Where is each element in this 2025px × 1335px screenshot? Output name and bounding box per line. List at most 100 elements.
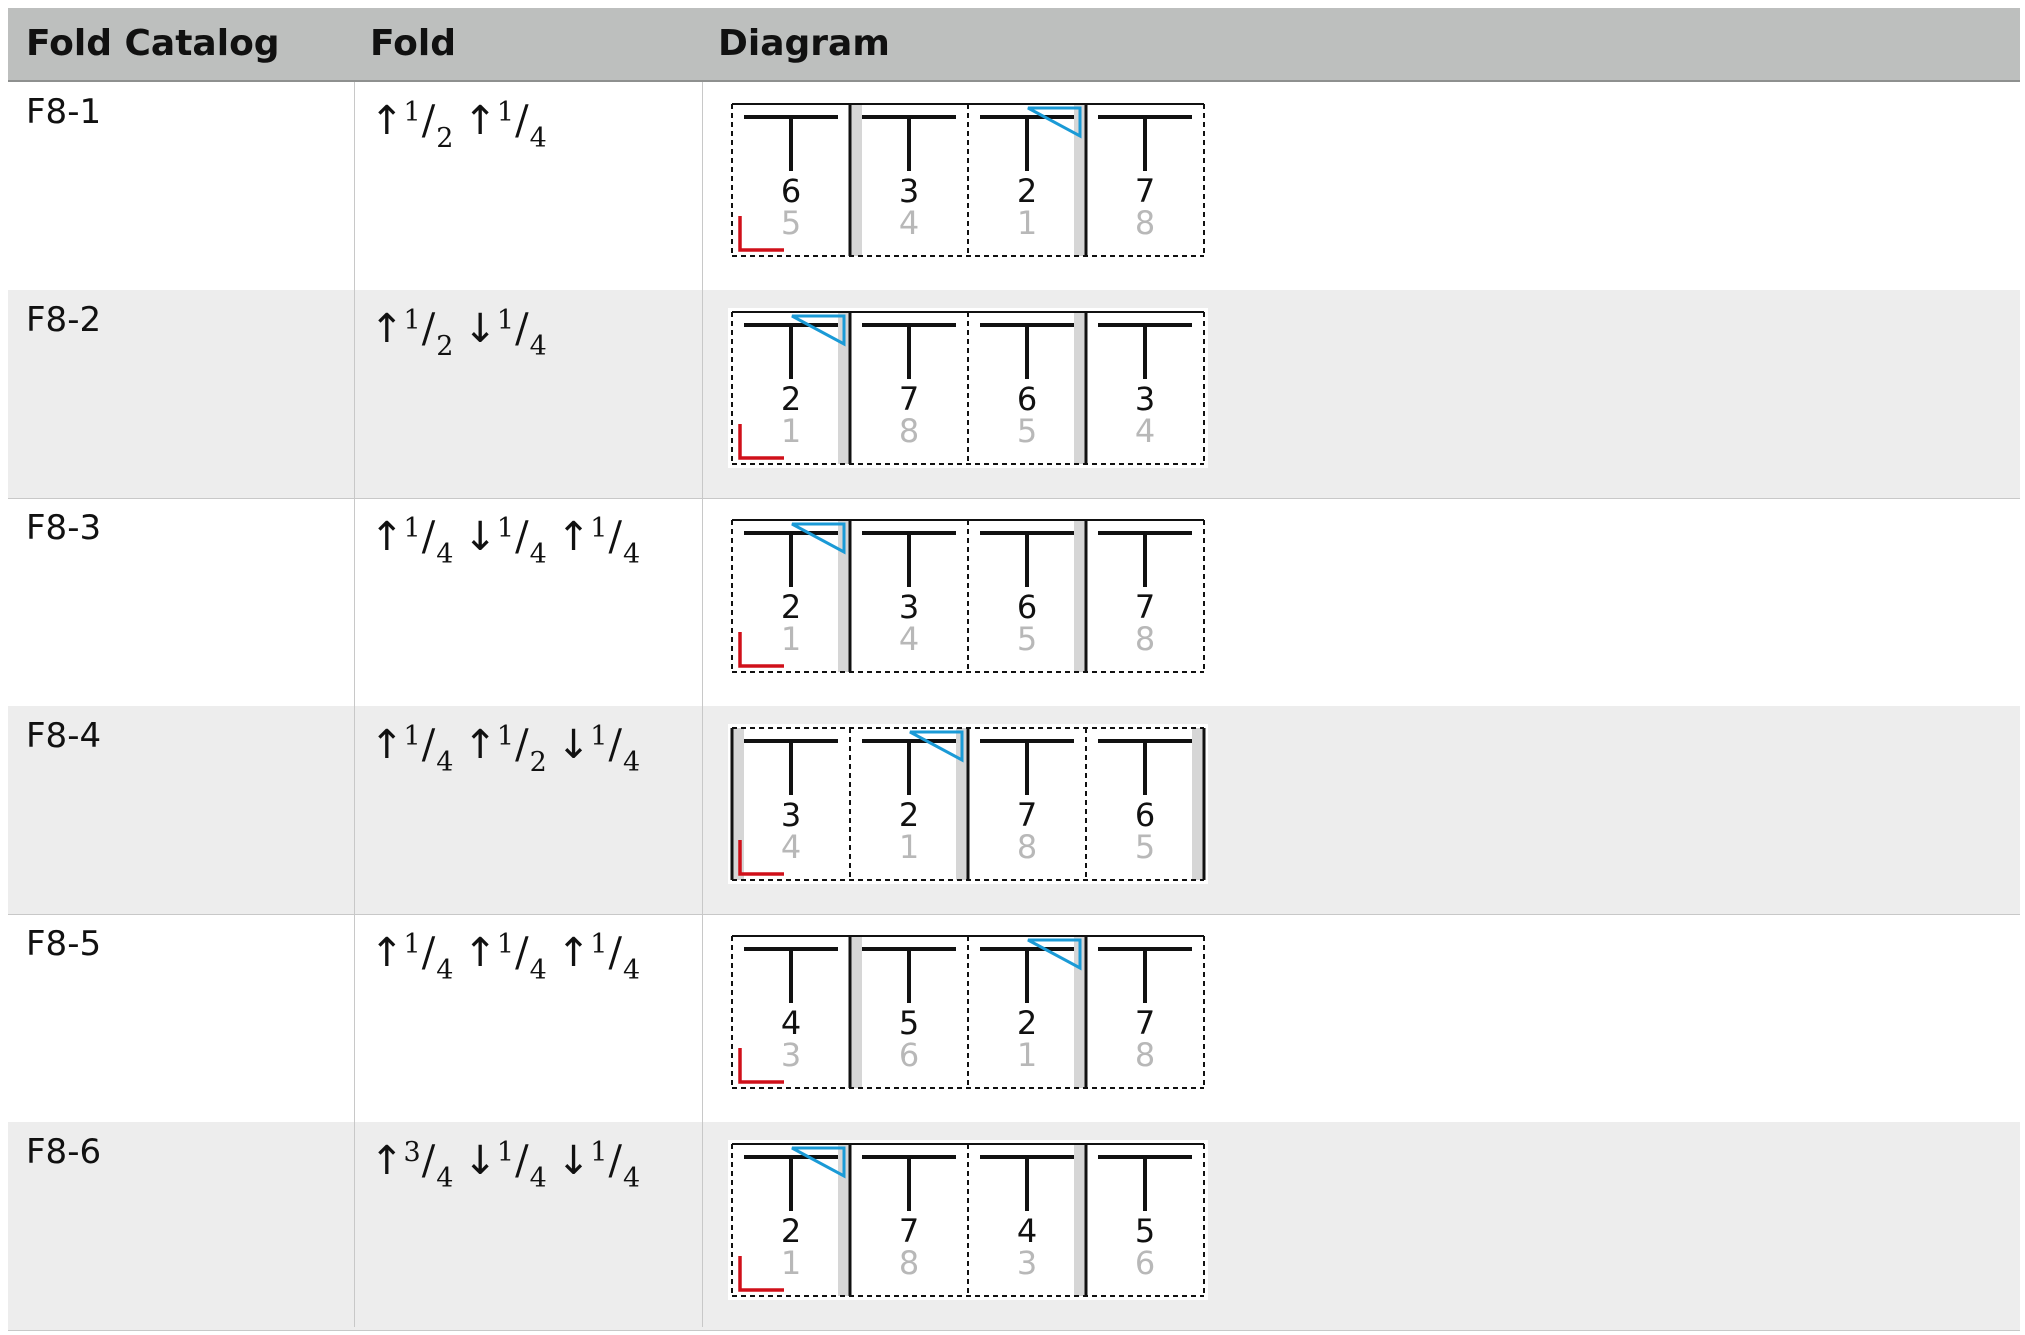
fold-numerator: 1 (590, 929, 608, 960)
table-row: F8-4 ↑1/4 ↑1/2 ↓1/4 3 4 2 1 7 8 6 5 (8, 706, 2020, 915)
page-number-front: 5 (899, 1004, 919, 1042)
fold-shade (850, 936, 862, 1088)
fraction-slash: / (421, 306, 436, 352)
fold-numerator: 1 (403, 97, 421, 128)
fold-denominator: 2 (436, 331, 454, 362)
table-row: F8-2 ↑1/2 ↓1/4 2 1 7 8 6 5 3 4 (8, 290, 2020, 499)
fraction-slash: / (515, 930, 529, 976)
first-page-marker-icon (791, 522, 846, 555)
fold-sequence: ↑1/4 ↑1/2 ↓1/4 (370, 721, 650, 778)
arrow-up-icon: ↑ (370, 1138, 404, 1184)
fold-denominator: 4 (436, 747, 454, 778)
fold-denominator: 2 (529, 747, 547, 778)
page-number-back: 1 (781, 412, 801, 450)
fold-numerator: 1 (590, 513, 608, 544)
column-divider (702, 82, 703, 1327)
fraction-slash: / (421, 98, 436, 144)
fold-step: ↓1/4 (463, 513, 546, 570)
fold-shade (1192, 728, 1204, 880)
table-row: F8-6 ↑3/4 ↓1/4 ↓1/4 2 1 7 8 4 3 5 6 (8, 1122, 2020, 1331)
arrow-down-icon: ↓ (463, 514, 497, 560)
arrow-up-icon: ↑ (370, 98, 404, 144)
fold-sequence: ↑3/4 ↓1/4 ↓1/4 (370, 1137, 650, 1194)
fold-step: ↑1/4 (463, 929, 546, 986)
fold-denominator: 4 (529, 955, 547, 986)
page-number-back: 5 (1017, 620, 1037, 658)
fraction-slash: / (421, 1138, 436, 1184)
fold-shade (1074, 312, 1086, 464)
first-page-marker-icon (1027, 106, 1082, 139)
page-number-back: 5 (781, 204, 801, 242)
page-number-back: 3 (781, 1036, 801, 1074)
page-number-front: 7 (1017, 796, 1037, 834)
table-header: Fold Catalog Fold Diagram (8, 8, 2020, 82)
page-number-front: 3 (1135, 380, 1155, 418)
page-number-back: 8 (899, 412, 919, 450)
fold-id: F8-4 (26, 716, 102, 756)
fold-step: ↓1/4 (463, 305, 546, 362)
fold-shade (850, 104, 862, 256)
fold-numerator: 3 (403, 1137, 421, 1168)
arrow-down-icon: ↓ (556, 1138, 591, 1184)
fold-shade (838, 312, 850, 464)
arrow-down-icon: ↓ (463, 1138, 497, 1184)
fold-denominator: 4 (622, 539, 641, 570)
fraction-slash: / (515, 98, 529, 144)
fold-numerator: 1 (496, 1137, 515, 1168)
fold-denominator: 4 (529, 123, 547, 154)
table-row: F8-1 ↑1/2 ↑1/4 6 5 3 4 2 1 7 8 (8, 82, 2020, 291)
fold-sequence: ↑1/2 ↓1/4 (370, 305, 557, 362)
arrow-down-icon: ↓ (556, 722, 591, 768)
page-number-back: 6 (899, 1036, 919, 1074)
page-number-front: 2 (781, 1212, 801, 1250)
fold-denominator: 4 (436, 955, 454, 986)
page-number-back: 1 (899, 828, 919, 866)
fold-numerator: 1 (403, 513, 421, 544)
fold-step: ↑1/2 (463, 721, 546, 778)
page-number-front: 6 (1017, 380, 1037, 418)
fold-step: ↓1/4 (463, 1137, 546, 1194)
imposition-diagram: 34 21 78 65 (728, 724, 1208, 884)
arrow-down-icon: ↓ (463, 306, 497, 352)
fold-sequence: ↑1/4 ↓1/4 ↑1/4 (370, 513, 650, 570)
arrow-up-icon: ↑ (370, 306, 404, 352)
gripper-corner-icon (738, 1048, 784, 1084)
fold-step: ↑1/4 (370, 513, 453, 570)
fold-numerator: 1 (496, 97, 515, 128)
fraction-slash: / (608, 514, 622, 560)
fold-step: ↑1/4 (557, 929, 640, 986)
fold-shade (1074, 520, 1086, 672)
fraction-slash: / (421, 930, 436, 976)
fold-id: F8-5 (26, 924, 102, 964)
page-number-back: 1 (1017, 1036, 1037, 1074)
fold-shade (1074, 1144, 1086, 1296)
fold-step: ↓1/4 (556, 721, 640, 778)
gripper-corner-icon (738, 424, 784, 460)
imposition-diagram: 21 78 43 56 (728, 1140, 1208, 1300)
fold-sequence: ↑1/2 ↑1/4 (370, 97, 557, 154)
page-number-back: 3 (1017, 1244, 1037, 1282)
fold-numerator: 1 (590, 721, 608, 752)
page-number-back: 6 (1135, 1244, 1155, 1282)
fold-id: F8-2 (26, 300, 102, 340)
fraction-slash: / (515, 722, 529, 768)
fraction-slash: / (421, 514, 436, 560)
fold-denominator: 4 (622, 1163, 641, 1194)
fold-denominator: 4 (529, 331, 547, 362)
fold-numerator: 1 (590, 1137, 608, 1168)
page-number-front: 2 (781, 588, 801, 626)
gripper-corner-icon (738, 216, 784, 252)
page-number-front: 2 (1017, 172, 1037, 210)
page-number-back: 8 (1017, 828, 1037, 866)
fold-step: ↑1/4 (370, 929, 453, 986)
header-diagram: Diagram (718, 23, 890, 64)
fold-numerator: 1 (496, 721, 515, 752)
fold-step: ↑3/4 (370, 1137, 453, 1194)
imposition-diagram: 43 56 21 78 (728, 932, 1208, 1092)
fold-denominator: 4 (529, 1163, 547, 1194)
arrow-up-icon: ↑ (370, 930, 404, 976)
column-divider (354, 82, 355, 1327)
